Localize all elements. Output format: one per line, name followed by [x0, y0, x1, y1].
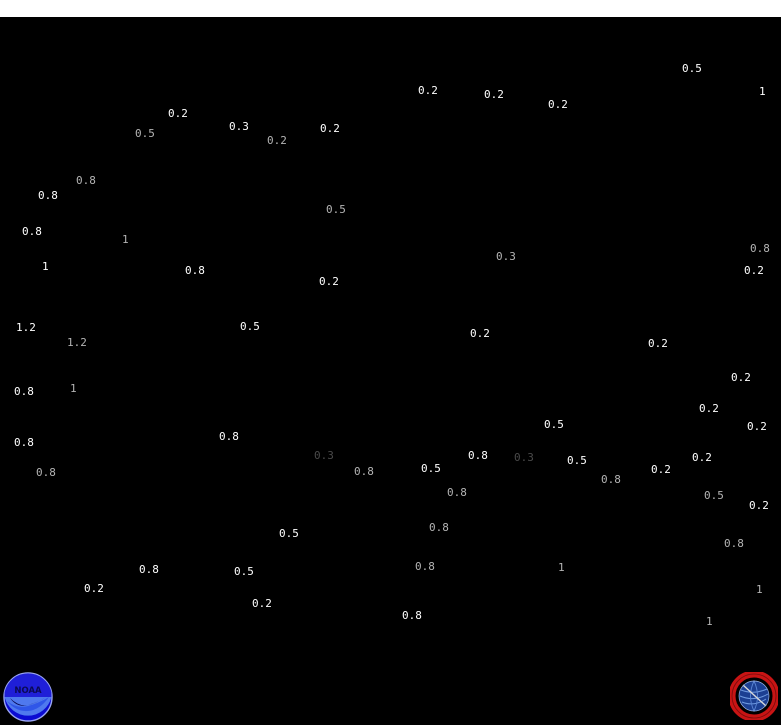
- data-point-label: 0.5: [421, 462, 441, 475]
- data-point-label: 0.8: [22, 225, 42, 238]
- data-point-label: 0.8: [139, 563, 159, 576]
- data-point-label: 0.2: [747, 420, 767, 433]
- svg-text:NOAA: NOAA: [14, 686, 42, 696]
- data-point-label: 0.3: [314, 449, 334, 462]
- data-point-label: 0.8: [402, 609, 422, 622]
- data-point-label: 1: [756, 583, 763, 596]
- map-plot-canvas: 0.2 0.2 0.2 0.5 1 0.2 0.5 0.3 0.2 0.2 0.8 0.8 0.5 0.8…: [0, 17, 781, 725]
- data-point-label: 0.5: [682, 62, 702, 75]
- data-point-label: 0.8: [415, 560, 435, 573]
- nws-logo[interactable]: [728, 670, 780, 722]
- data-point-label: 0.2: [651, 463, 671, 476]
- data-point-label: 1: [42, 260, 49, 273]
- data-point-label: 0.3: [229, 120, 249, 133]
- data-point-label: 0.2: [320, 122, 340, 135]
- data-point-label: 0.5: [240, 320, 260, 333]
- data-point-label: 0.5: [135, 127, 155, 140]
- data-point-label: 0.2: [648, 337, 668, 350]
- data-point-label: 0.5: [704, 489, 724, 502]
- data-point-label: 1.2: [67, 336, 87, 349]
- data-point-label: 0.5: [567, 454, 587, 467]
- data-point-label: 0.2: [731, 371, 751, 384]
- data-point-label: 0.2: [319, 275, 339, 288]
- noaa-logo[interactable]: NOAA: [2, 671, 54, 723]
- data-point-label: 0.2: [168, 107, 188, 120]
- data-point-label: 0.2: [470, 327, 490, 340]
- data-point-label: 0.2: [267, 134, 287, 147]
- data-point-label: 0.8: [14, 436, 34, 449]
- data-point-label: 0.5: [279, 527, 299, 540]
- data-point-label: 0.8: [601, 473, 621, 486]
- data-point-label: 0.8: [14, 385, 34, 398]
- data-point-label: 1: [759, 85, 766, 98]
- data-point-label: 0.2: [749, 499, 769, 512]
- data-point-label: 0.3: [514, 451, 534, 464]
- data-point-label: 0.8: [447, 486, 467, 499]
- data-point-label: 0.2: [84, 582, 104, 595]
- data-point-label: 0.8: [185, 264, 205, 277]
- data-point-label: 0.3: [496, 250, 516, 263]
- data-point-label: 0.8: [724, 537, 744, 550]
- data-point-label: 0.8: [36, 466, 56, 479]
- data-point-label: 1.2: [16, 321, 36, 334]
- data-point-label: 0.2: [418, 84, 438, 97]
- data-point-label: 0.2: [548, 98, 568, 111]
- data-point-label: 1: [558, 561, 565, 574]
- data-point-label: 0.2: [252, 597, 272, 610]
- data-point-label: 1: [70, 382, 77, 395]
- data-point-label: 0.5: [326, 203, 346, 216]
- data-point-label: 0.2: [699, 402, 719, 415]
- data-point-label: 0.2: [692, 451, 712, 464]
- data-point-label: 1: [122, 233, 129, 246]
- data-point-label: 0.8: [76, 174, 96, 187]
- data-point-label: 1: [706, 615, 713, 628]
- data-point-label: 0.2: [744, 264, 764, 277]
- data-point-label: 0.5: [234, 565, 254, 578]
- data-point-label: 0.8: [750, 242, 770, 255]
- data-point-label: 0.8: [468, 449, 488, 462]
- data-point-label: 0.5: [544, 418, 564, 431]
- data-point-label: 0.8: [219, 430, 239, 443]
- data-point-label: 0.2: [484, 88, 504, 101]
- data-point-label: 0.8: [429, 521, 449, 534]
- data-point-label: 0.8: [354, 465, 374, 478]
- top-white-strip: [0, 0, 781, 17]
- data-point-label: 0.8: [38, 189, 58, 202]
